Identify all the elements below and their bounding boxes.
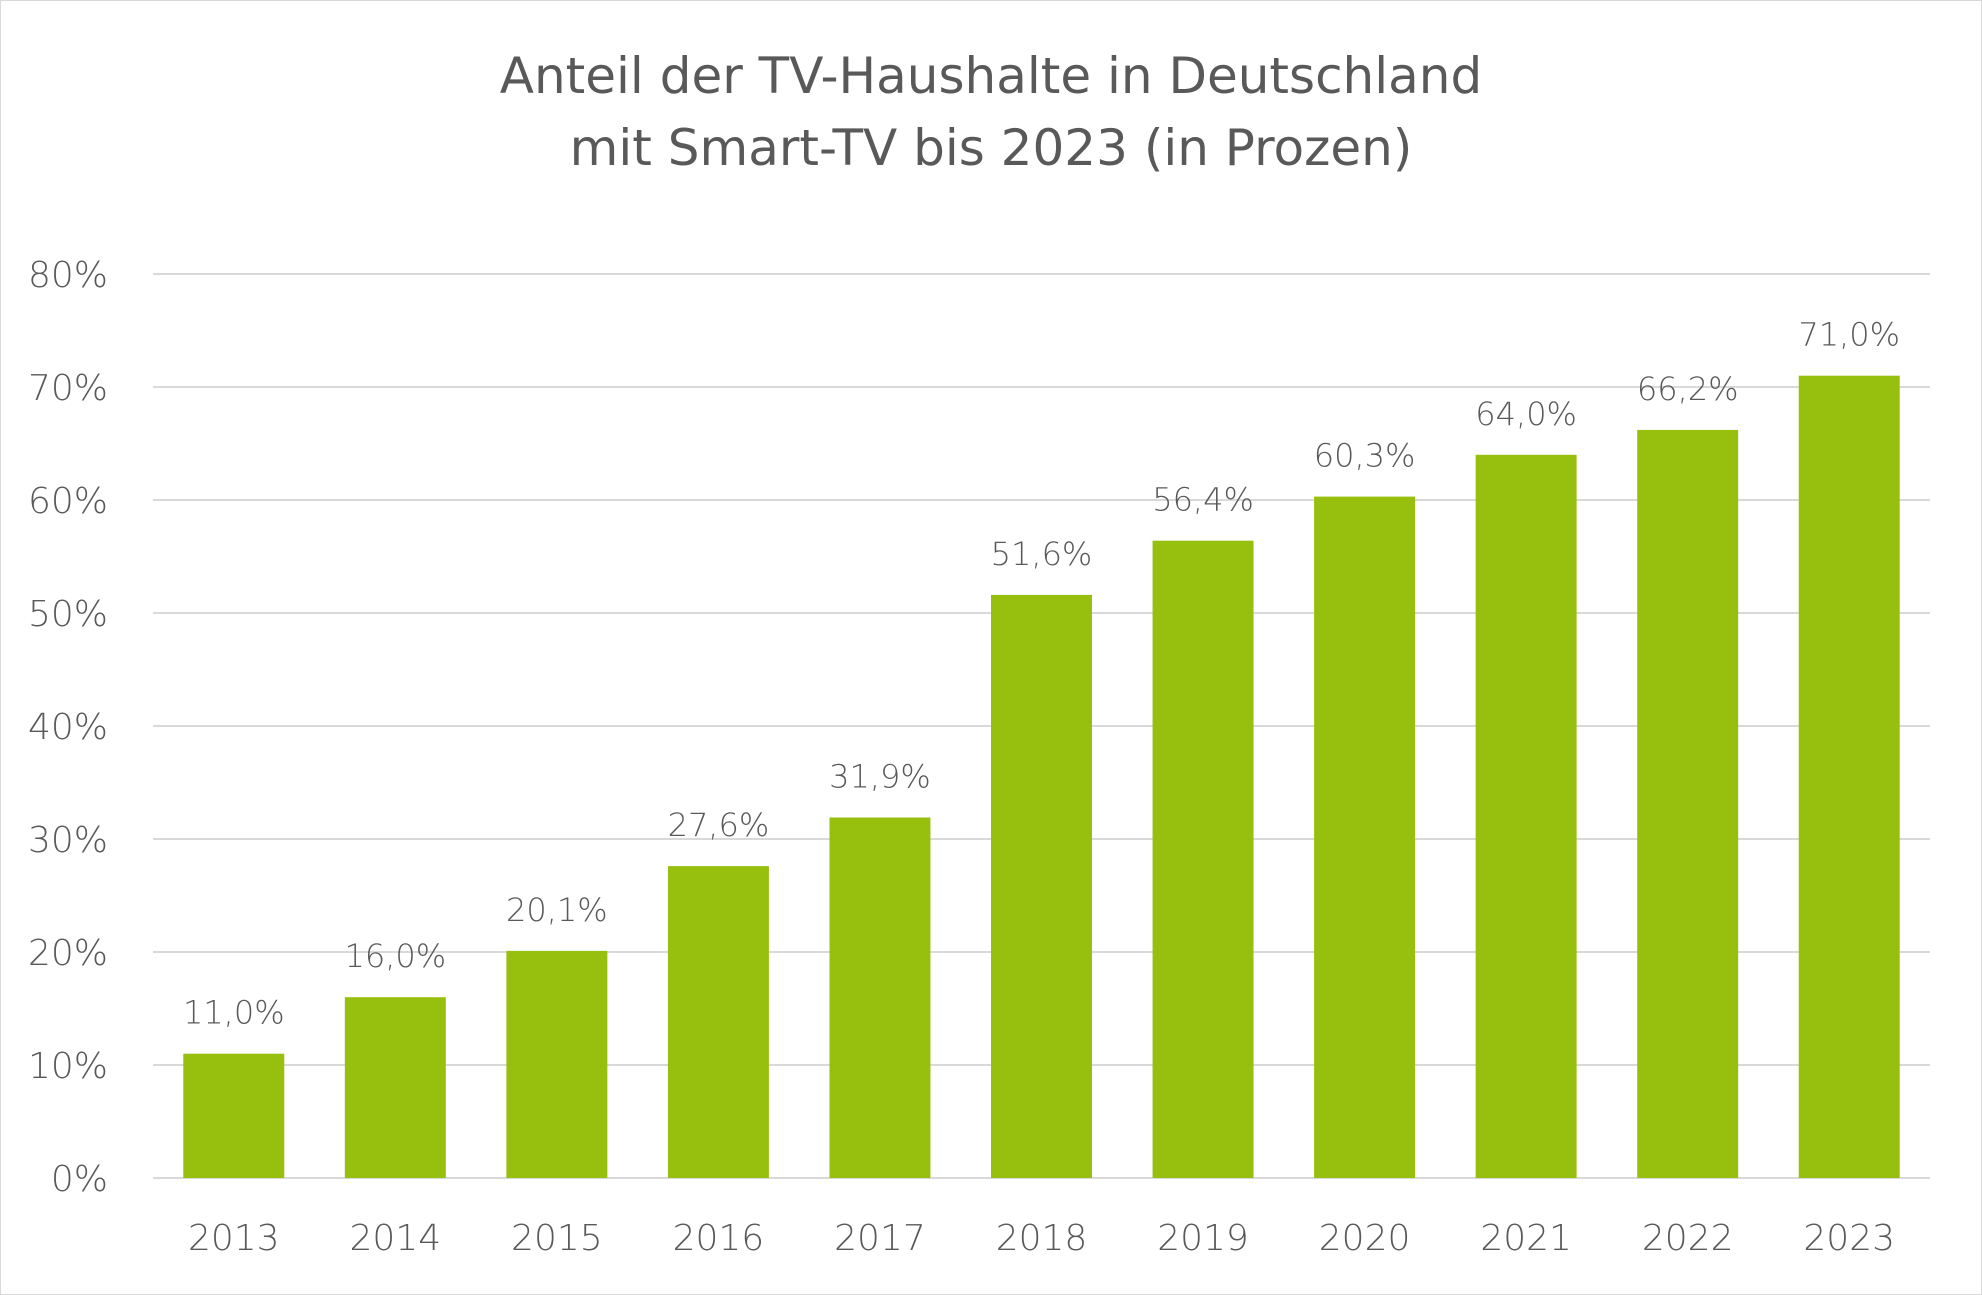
y-axis-tick-labels: 0% 10% 20% 30% 40% 50% 60% 70% 80% [28,255,108,1200]
y-tick-label: 30% [28,820,108,861]
bar-2022 [1637,429,1739,1178]
y-tick-label: 50% [28,594,108,635]
chart-title-line-1: Anteil der TV-Haushalte in Deutschland [499,47,1483,105]
bar-2017 [829,817,931,1178]
chart-title-line-2: mit Smart-TV bis 2023 (in Prozen) [569,119,1413,177]
x-tick-label-2022: 2022 [1642,1218,1734,1259]
x-tick-label-2017: 2017 [834,1218,926,1259]
data-label-2019: 56,4% [1152,481,1254,519]
data-labels: 11,0% 16,0% 20,1% 27,6% 31,9% 51,6% 56,4% 60,3%… [183,316,1900,1032]
bar-2016 [667,866,769,1178]
y-tick-label: 0% [51,1159,108,1200]
y-tick-label: 60% [28,481,108,522]
data-label-2020: 60,3% [1314,437,1416,475]
x-tick-label-2023: 2023 [1803,1218,1895,1259]
data-label-2013: 11,0% [183,994,285,1032]
bar-2014 [344,997,446,1178]
bar-2019 [1152,540,1254,1178]
y-tick-label: 70% [28,368,108,409]
bars [183,375,1900,1178]
data-label-2014: 16,0% [344,937,446,975]
data-label-2021: 64,0% [1475,395,1577,433]
x-tick-label-2015: 2015 [511,1218,603,1259]
bar-2020 [1314,496,1416,1178]
bar-2018 [991,594,1092,1178]
chart-title: Anteil der TV-Haushalte in Deutschland m… [0,40,1982,184]
x-tick-label-2018: 2018 [996,1218,1088,1259]
y-tick-label: 10% [28,1046,108,1087]
bar-2021 [1475,454,1577,1178]
x-tick-label-2016: 2016 [673,1218,765,1259]
data-label-2017: 31,9% [829,758,931,796]
data-label-2023: 71,0% [1798,316,1900,354]
x-tick-label-2021: 2021 [1480,1218,1572,1259]
y-tick-label: 80% [28,255,108,296]
x-tick-label-2013: 2013 [188,1218,280,1259]
x-tick-label-2020: 2020 [1319,1218,1411,1259]
bar-2013 [183,1053,285,1178]
x-tick-label-2014: 2014 [350,1218,442,1259]
y-tick-label: 40% [28,707,108,748]
bar-2015 [506,950,608,1178]
x-axis-tick-labels: 2013 2014 2015 2016 2017 2018 2019 2020 2021 2022… [188,1218,1895,1259]
data-label-2015: 20,1% [506,891,608,929]
y-tick-label: 20% [28,933,108,974]
data-label-2022: 66,2% [1637,370,1739,408]
data-label-2018: 51,6% [991,535,1093,573]
x-tick-label-2019: 2019 [1157,1218,1249,1259]
data-label-2016: 27,6% [668,806,770,844]
bar-2023 [1798,375,1900,1178]
